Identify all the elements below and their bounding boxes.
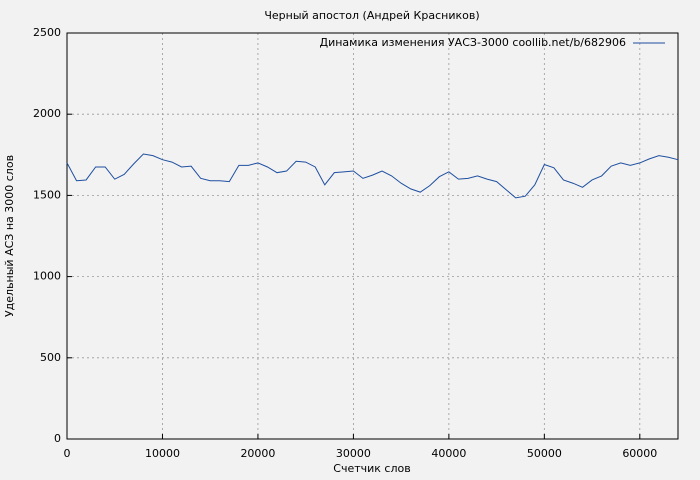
x-tick-label: 60000 (622, 447, 657, 460)
x-axis-label: Счетчик слов (333, 462, 410, 475)
x-tick-label: 50000 (527, 447, 562, 460)
y-tick-label: 1000 (33, 270, 61, 283)
x-tick-label: 0 (64, 447, 71, 460)
y-tick-label: 0 (54, 432, 61, 445)
y-tick-label: 1500 (33, 188, 61, 201)
plot-frame (66, 32, 679, 440)
line-series (66, 153, 679, 199)
x-tick-label: 20000 (240, 447, 275, 460)
y-tick-label: 2500 (33, 26, 61, 39)
x-tick-label: 30000 (336, 447, 371, 460)
y-tick-label: 2000 (33, 107, 61, 120)
chart-title: Черный апостол (Андрей Красников) (264, 9, 479, 22)
x-tick-label: 40000 (431, 447, 466, 460)
legend-label: Динамика изменения УАСЗ-3000 coollib.net… (320, 36, 627, 49)
y-axis-label: Удельный АСЗ на 3000 слов (3, 155, 16, 317)
y-tick-label: 500 (40, 351, 61, 364)
x-tick-label: 10000 (145, 447, 180, 460)
